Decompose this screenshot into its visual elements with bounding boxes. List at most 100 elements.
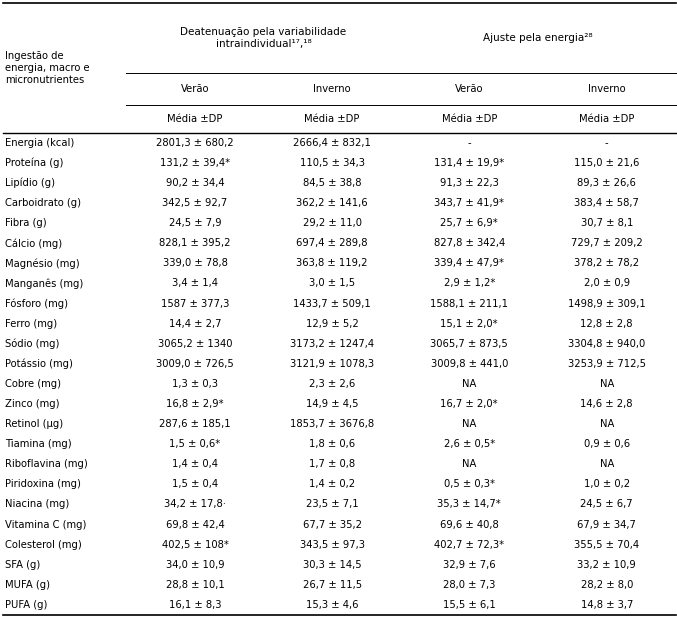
- Text: 28,8 ± 10,1: 28,8 ± 10,1: [166, 580, 224, 590]
- Text: Fibra (g): Fibra (g): [5, 218, 46, 228]
- Text: 3065,2 ± 1340: 3065,2 ± 1340: [158, 339, 232, 349]
- Text: 23,5 ± 7,1: 23,5 ± 7,1: [306, 499, 358, 509]
- Text: 343,7 ± 41,9*: 343,7 ± 41,9*: [434, 198, 504, 208]
- Text: -: -: [605, 138, 609, 148]
- Text: 16,7 ± 2,0*: 16,7 ± 2,0*: [441, 399, 498, 409]
- Text: 3009,0 ± 726,5: 3009,0 ± 726,5: [156, 359, 234, 369]
- Text: 26,7 ± 11,5: 26,7 ± 11,5: [303, 580, 362, 590]
- Text: 2,9 ± 1,2*: 2,9 ± 1,2*: [443, 279, 495, 289]
- Text: 30,3 ± 14,5: 30,3 ± 14,5: [303, 560, 362, 570]
- Text: 35,3 ± 14,7*: 35,3 ± 14,7*: [437, 499, 501, 509]
- Text: Cobre (mg): Cobre (mg): [5, 379, 61, 389]
- Text: 1,5 ± 0,4: 1,5 ± 0,4: [172, 480, 218, 489]
- Text: 131,4 ± 19,9*: 131,4 ± 19,9*: [434, 158, 504, 168]
- Text: 1433,7 ± 509,1: 1433,7 ± 509,1: [293, 298, 371, 308]
- Text: 1,7 ± 0,8: 1,7 ± 0,8: [309, 459, 355, 469]
- Text: Proteína (g): Proteína (g): [5, 158, 63, 168]
- Text: 34,0 ± 10,9: 34,0 ± 10,9: [166, 560, 224, 570]
- Text: Inverno: Inverno: [588, 84, 626, 95]
- Text: 12,8 ± 2,8: 12,8 ± 2,8: [580, 319, 633, 329]
- Text: 827,8 ± 342,4: 827,8 ± 342,4: [434, 239, 505, 248]
- Text: 402,7 ± 72,3*: 402,7 ± 72,3*: [434, 540, 504, 549]
- Text: NA: NA: [462, 459, 477, 469]
- Text: Lipídio (g): Lipídio (g): [5, 178, 55, 188]
- Text: Carboidrato (g): Carboidrato (g): [5, 198, 81, 208]
- Text: 67,7 ± 35,2: 67,7 ± 35,2: [303, 520, 362, 530]
- Text: 16,1 ± 8,3: 16,1 ± 8,3: [169, 600, 221, 610]
- Text: 16,8 ± 2,9*: 16,8 ± 2,9*: [166, 399, 224, 409]
- Text: NA: NA: [462, 379, 477, 389]
- Text: Verão: Verão: [181, 84, 209, 95]
- Text: 1,8 ± 0,6: 1,8 ± 0,6: [309, 439, 355, 449]
- Text: 32,9 ± 7,6: 32,9 ± 7,6: [443, 560, 496, 570]
- Text: 0,9 ± 0,6: 0,9 ± 0,6: [584, 439, 630, 449]
- Text: NA: NA: [600, 459, 614, 469]
- Text: 67,9 ± 34,7: 67,9 ± 34,7: [577, 520, 636, 530]
- Text: 33,2 ± 10,9: 33,2 ± 10,9: [577, 560, 636, 570]
- Text: 131,2 ± 39,4*: 131,2 ± 39,4*: [160, 158, 230, 168]
- Text: Zinco (mg): Zinco (mg): [5, 399, 60, 409]
- Text: 383,4 ± 58,7: 383,4 ± 58,7: [574, 198, 639, 208]
- Text: Deatenuação pela variabilidade
intraindividual¹⁷,¹⁸: Deatenuação pela variabilidade intraindi…: [181, 27, 347, 49]
- Text: 0,5 ± 0,3*: 0,5 ± 0,3*: [443, 480, 495, 489]
- Text: 378,2 ± 78,2: 378,2 ± 78,2: [574, 258, 639, 268]
- Text: 115,0 ± 21,6: 115,0 ± 21,6: [574, 158, 640, 168]
- Text: 828,1 ± 395,2: 828,1 ± 395,2: [159, 239, 231, 248]
- Text: 1,4 ± 0,4: 1,4 ± 0,4: [172, 459, 218, 469]
- Text: 1,0 ± 0,2: 1,0 ± 0,2: [584, 480, 630, 489]
- Text: 1,5 ± 0,6*: 1,5 ± 0,6*: [169, 439, 221, 449]
- Text: Potássio (mg): Potássio (mg): [5, 358, 72, 369]
- Text: Vitamina C (mg): Vitamina C (mg): [5, 520, 86, 530]
- Text: NA: NA: [600, 379, 614, 389]
- Text: 3253,9 ± 712,5: 3253,9 ± 712,5: [568, 359, 646, 369]
- Text: 24,5 ± 6,7: 24,5 ± 6,7: [580, 499, 633, 509]
- Text: 29,2 ± 11,0: 29,2 ± 11,0: [303, 218, 362, 228]
- Text: 14,8 ± 3,7: 14,8 ± 3,7: [581, 600, 633, 610]
- Text: Piridoxina (mg): Piridoxina (mg): [5, 480, 81, 489]
- Text: NA: NA: [462, 419, 477, 429]
- Text: 15,1 ± 2,0*: 15,1 ± 2,0*: [441, 319, 498, 329]
- Text: 91,3 ± 22,3: 91,3 ± 22,3: [440, 178, 499, 188]
- Text: 363,8 ± 119,2: 363,8 ± 119,2: [297, 258, 368, 268]
- Text: PUFA (g): PUFA (g): [5, 600, 47, 610]
- Text: 697,4 ± 289,8: 697,4 ± 289,8: [297, 239, 368, 248]
- Text: Média ±DP: Média ±DP: [441, 114, 497, 124]
- Text: 402,5 ± 108*: 402,5 ± 108*: [162, 540, 228, 549]
- Text: 355,5 ± 70,4: 355,5 ± 70,4: [574, 540, 639, 549]
- Text: Sódio (mg): Sódio (mg): [5, 339, 59, 349]
- Text: Verão: Verão: [455, 84, 483, 95]
- Text: 25,7 ± 6,9*: 25,7 ± 6,9*: [440, 218, 498, 228]
- Text: 14,4 ± 2,7: 14,4 ± 2,7: [169, 319, 221, 329]
- Text: 69,6 ± 40,8: 69,6 ± 40,8: [440, 520, 499, 530]
- Text: Inverno: Inverno: [313, 84, 351, 95]
- Text: Colesterol (mg): Colesterol (mg): [5, 540, 81, 549]
- Text: 34,2 ± 17,8·: 34,2 ± 17,8·: [164, 499, 226, 509]
- Text: Tiamina (mg): Tiamina (mg): [5, 439, 71, 449]
- Text: MUFA (g): MUFA (g): [5, 580, 49, 590]
- Text: 2666,4 ± 832,1: 2666,4 ± 832,1: [293, 138, 371, 148]
- Text: Cálcio (mg): Cálcio (mg): [5, 238, 62, 248]
- Text: 287,6 ± 185,1: 287,6 ± 185,1: [159, 419, 231, 429]
- Text: 24,5 ± 7,9: 24,5 ± 7,9: [169, 218, 221, 228]
- Text: 30,7 ± 8,1: 30,7 ± 8,1: [581, 218, 633, 228]
- Text: 89,3 ± 26,6: 89,3 ± 26,6: [577, 178, 636, 188]
- Text: Energia (kcal): Energia (kcal): [5, 138, 74, 148]
- Text: 1498,9 ± 309,1: 1498,9 ± 309,1: [568, 298, 646, 308]
- Text: Manganês (mg): Manganês (mg): [5, 278, 83, 289]
- Text: 343,5 ± 97,3: 343,5 ± 97,3: [300, 540, 365, 549]
- Text: 1587 ± 377,3: 1587 ± 377,3: [161, 298, 230, 308]
- Text: Ingestão de
energia, macro e
micronutrientes: Ingestão de energia, macro e micronutrie…: [5, 51, 89, 85]
- Text: Riboflavina (mg): Riboflavina (mg): [5, 459, 87, 469]
- Text: Fósforo (mg): Fósforo (mg): [5, 298, 68, 309]
- Text: 729,7 ± 209,2: 729,7 ± 209,2: [571, 239, 642, 248]
- Text: 2801,3 ± 680,2: 2801,3 ± 680,2: [156, 138, 234, 148]
- Text: 339,4 ± 47,9*: 339,4 ± 47,9*: [434, 258, 504, 268]
- Text: 3065,7 ± 873,5: 3065,7 ± 873,5: [431, 339, 508, 349]
- Text: 28,0 ± 7,3: 28,0 ± 7,3: [443, 580, 496, 590]
- Text: 14,9 ± 4,5: 14,9 ± 4,5: [306, 399, 358, 409]
- Text: 3121,9 ± 1078,3: 3121,9 ± 1078,3: [290, 359, 374, 369]
- Text: 1,4 ± 0,2: 1,4 ± 0,2: [309, 480, 355, 489]
- Text: Média ±DP: Média ±DP: [579, 114, 634, 124]
- Text: 15,5 ± 6,1: 15,5 ± 6,1: [443, 600, 496, 610]
- Text: 14,6 ± 2,8: 14,6 ± 2,8: [580, 399, 633, 409]
